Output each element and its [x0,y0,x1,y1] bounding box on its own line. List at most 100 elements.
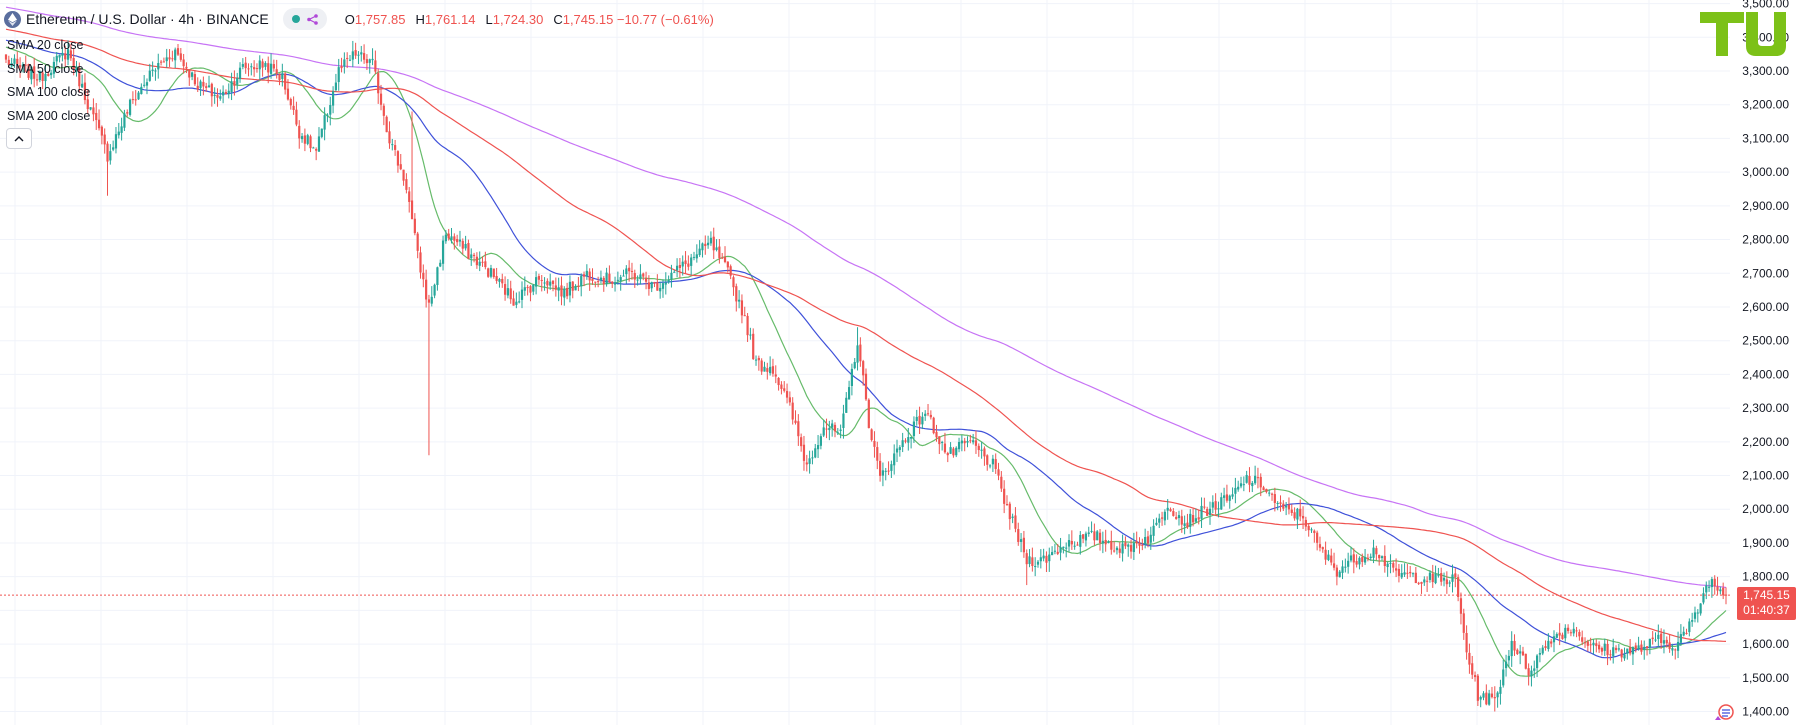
collapse-legend-button[interactable] [6,128,32,149]
candle-body [808,458,811,464]
candle-body [1612,647,1615,657]
candle-body [1598,644,1601,650]
price-tick-label: 1,800.00 [1742,570,1789,584]
candle-body [503,284,507,295]
candle-body [1344,566,1347,568]
candle-body [1104,539,1107,545]
candle-body [227,90,230,95]
price-tick-label: 3,200.00 [1742,98,1789,112]
candle-body [69,50,72,59]
economic-events-icon[interactable] [1713,703,1735,723]
candle-body [151,69,154,71]
candle-body [738,299,741,302]
candle-body [137,92,140,100]
candle-body [58,54,61,58]
candle-body [1400,572,1403,578]
candle-body [983,448,986,457]
candle-body [1270,493,1274,495]
candle-body [159,61,163,63]
candle-body [441,240,445,264]
candle-body [546,280,549,286]
candle-body [489,267,493,277]
candle-body [1575,630,1578,632]
candle-body [292,105,295,111]
candle-body [478,261,481,266]
candle-body [904,440,907,442]
candle-body [1685,632,1688,634]
candle-body [647,282,650,289]
candle-body [1648,638,1651,648]
candle-body [495,275,498,281]
candle-body [1558,632,1561,636]
candle-body [334,82,338,91]
candle-body [1702,593,1705,603]
candle-body [337,67,340,83]
candle-body [822,427,825,436]
candle-body [1222,495,1226,498]
candle-body [13,58,16,64]
candle-body [1448,582,1451,584]
candle-body [419,252,422,273]
candle-body [382,105,385,116]
candle-body [484,261,487,268]
candle-body [1592,642,1595,646]
candle-body [774,374,777,377]
candle-body [941,441,944,443]
candle-body [1183,523,1186,526]
candle-body [1067,540,1071,547]
candle-body [783,388,786,391]
market-status-pill[interactable] [282,8,327,30]
candle-body [1623,654,1626,659]
candle-body [362,53,366,60]
legend-sma20[interactable]: SMA 20 close [7,38,84,52]
candle-body [86,99,89,110]
candle-body [729,266,732,276]
candle-body [1276,502,1279,504]
candle-body [1538,653,1542,655]
candle-body [1389,562,1392,564]
candle-body [1194,518,1198,522]
candle-body [661,283,665,289]
candle-body [1335,567,1338,577]
candle-body [33,66,36,79]
candle-body [921,416,924,425]
candle-body [388,131,391,144]
candle-body [1600,648,1604,652]
candle-body [563,288,566,298]
candle-body [72,58,75,70]
candle-body [800,437,803,447]
candle-body [244,62,247,69]
candle-body [1347,560,1350,567]
candle-body [453,236,456,241]
candle-body [185,66,188,69]
candle-body [303,135,306,144]
candle-body [816,445,820,450]
candle-body [1225,494,1229,501]
legend-sma200[interactable]: SMA 200 close [7,108,91,123]
candle-body [281,73,284,79]
candle-body [1423,579,1426,583]
legend-sma50[interactable]: SMA 50 close [7,61,84,76]
candle-body [957,442,961,450]
candle-body [878,460,882,476]
price-tick-label: 3,000.00 [1742,165,1789,179]
indicator-legend: SMA 20 close SMA 50 close SMA 100 close … [7,35,90,129]
candle-body [329,105,332,115]
candle-body [50,72,53,76]
candle-body [27,64,30,78]
candle-body [21,64,25,67]
candle-body [1113,550,1116,552]
candle-body [805,462,808,465]
candle-body [853,361,856,369]
candle-body [492,268,495,277]
legend-sma100[interactable]: SMA 100 close [7,85,91,99]
candle-body [323,115,326,130]
candle-body [1654,639,1657,641]
candle-body [24,64,27,66]
candle-body [456,239,459,243]
candle-body [1293,512,1296,519]
candle-body [1375,548,1378,555]
candle-body [1586,641,1589,646]
symbol-title[interactable]: Ethereum / U.S. Dollar · 4h · BINANCE [26,11,269,27]
